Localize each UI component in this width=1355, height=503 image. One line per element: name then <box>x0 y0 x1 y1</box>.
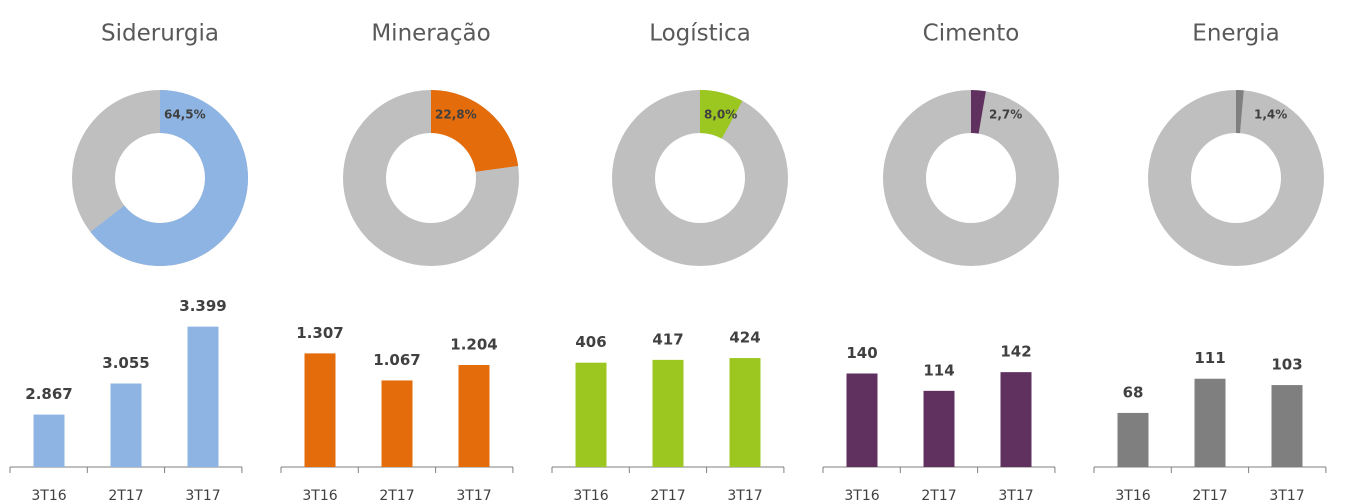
bar <box>1271 385 1303 467</box>
data-label: 8,0% <box>704 108 737 122</box>
x-tick-label: 2T17 <box>379 488 414 503</box>
data-label: 140 <box>846 344 877 362</box>
bar <box>846 373 878 467</box>
data-label: 142 <box>1000 343 1031 361</box>
x-tick-label: 2T17 <box>650 488 685 503</box>
data-label: 114 <box>923 361 954 379</box>
data-label: 424 <box>729 329 760 347</box>
donut-segment <box>700 90 743 139</box>
bar <box>381 380 413 467</box>
data-label: 3.055 <box>102 354 149 372</box>
donut-segment <box>1236 90 1244 134</box>
bar <box>304 353 336 467</box>
data-label: 406 <box>575 333 606 351</box>
chart-title: Siderurgia <box>101 21 219 47</box>
x-tick-label: 3T16 <box>302 488 337 503</box>
bar <box>923 390 955 467</box>
x-tick-label: 2T17 <box>1192 488 1227 503</box>
x-tick-label: 3T16 <box>31 488 66 503</box>
bar <box>1194 378 1226 467</box>
bar <box>33 414 65 467</box>
x-tick-label: 2T17 <box>921 488 956 503</box>
data-label: 111 <box>1194 349 1225 367</box>
chart-title: Energia <box>1192 21 1279 47</box>
x-tick-label: 3T16 <box>1115 488 1150 503</box>
bar <box>187 326 219 467</box>
bar <box>1000 372 1032 467</box>
x-tick-label: 3T17 <box>185 488 220 503</box>
data-label: 2,7% <box>989 108 1022 122</box>
bar <box>652 359 684 467</box>
bar <box>110 383 142 467</box>
data-label: 3.399 <box>179 297 226 315</box>
x-tick-label: 3T17 <box>456 488 491 503</box>
chart-title: Logística <box>649 21 751 47</box>
data-label: 1,4% <box>1254 108 1287 122</box>
bar <box>1117 412 1149 467</box>
x-tick-label: 3T16 <box>844 488 879 503</box>
donut-segment <box>90 90 248 266</box>
x-tick-label: 3T16 <box>573 488 608 503</box>
x-tick-label: 3T17 <box>1269 488 1304 503</box>
x-tick-label: 3T17 <box>998 488 1033 503</box>
data-label: 68 <box>1123 383 1144 401</box>
data-label: 417 <box>652 330 683 348</box>
bar <box>458 364 490 467</box>
chart-title: Cimento <box>923 21 1020 47</box>
data-label: 1.204 <box>450 335 497 353</box>
data-label: 64,5% <box>164 108 206 122</box>
x-tick-label: 2T17 <box>108 488 143 503</box>
data-label: 22,8% <box>435 108 477 122</box>
bar <box>575 362 607 467</box>
data-label: 1.067 <box>373 351 420 369</box>
donut-segment <box>431 90 519 172</box>
data-label: 2.867 <box>25 385 72 403</box>
data-label: 1.307 <box>296 324 343 342</box>
x-tick-label: 3T17 <box>727 488 762 503</box>
chart-title: Mineração <box>371 21 490 47</box>
bar <box>729 358 761 467</box>
donut-segment <box>971 90 986 134</box>
data-label: 103 <box>1271 356 1302 374</box>
